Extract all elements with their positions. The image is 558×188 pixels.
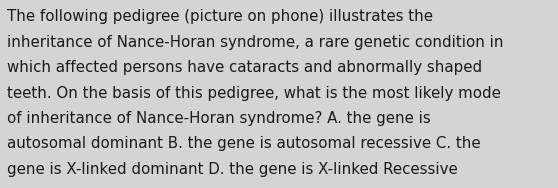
Text: of inheritance of Nance-Horan syndrome? A. the gene is: of inheritance of Nance-Horan syndrome? … [7,111,431,126]
Text: which affected persons have cataracts and abnormally shaped: which affected persons have cataracts an… [7,60,482,75]
Text: autosomal dominant B. the gene is autosomal recessive C. the: autosomal dominant B. the gene is autoso… [7,136,481,151]
Text: inheritance of Nance-Horan syndrome, a rare genetic condition in: inheritance of Nance-Horan syndrome, a r… [7,35,504,50]
Text: gene is X-linked dominant D. the gene is X-linked Recessive: gene is X-linked dominant D. the gene is… [7,162,458,177]
Text: The following pedigree (picture on phone) illustrates the: The following pedigree (picture on phone… [7,9,433,24]
Text: teeth. On the basis of this pedigree, what is the most likely mode: teeth. On the basis of this pedigree, wh… [7,86,501,101]
